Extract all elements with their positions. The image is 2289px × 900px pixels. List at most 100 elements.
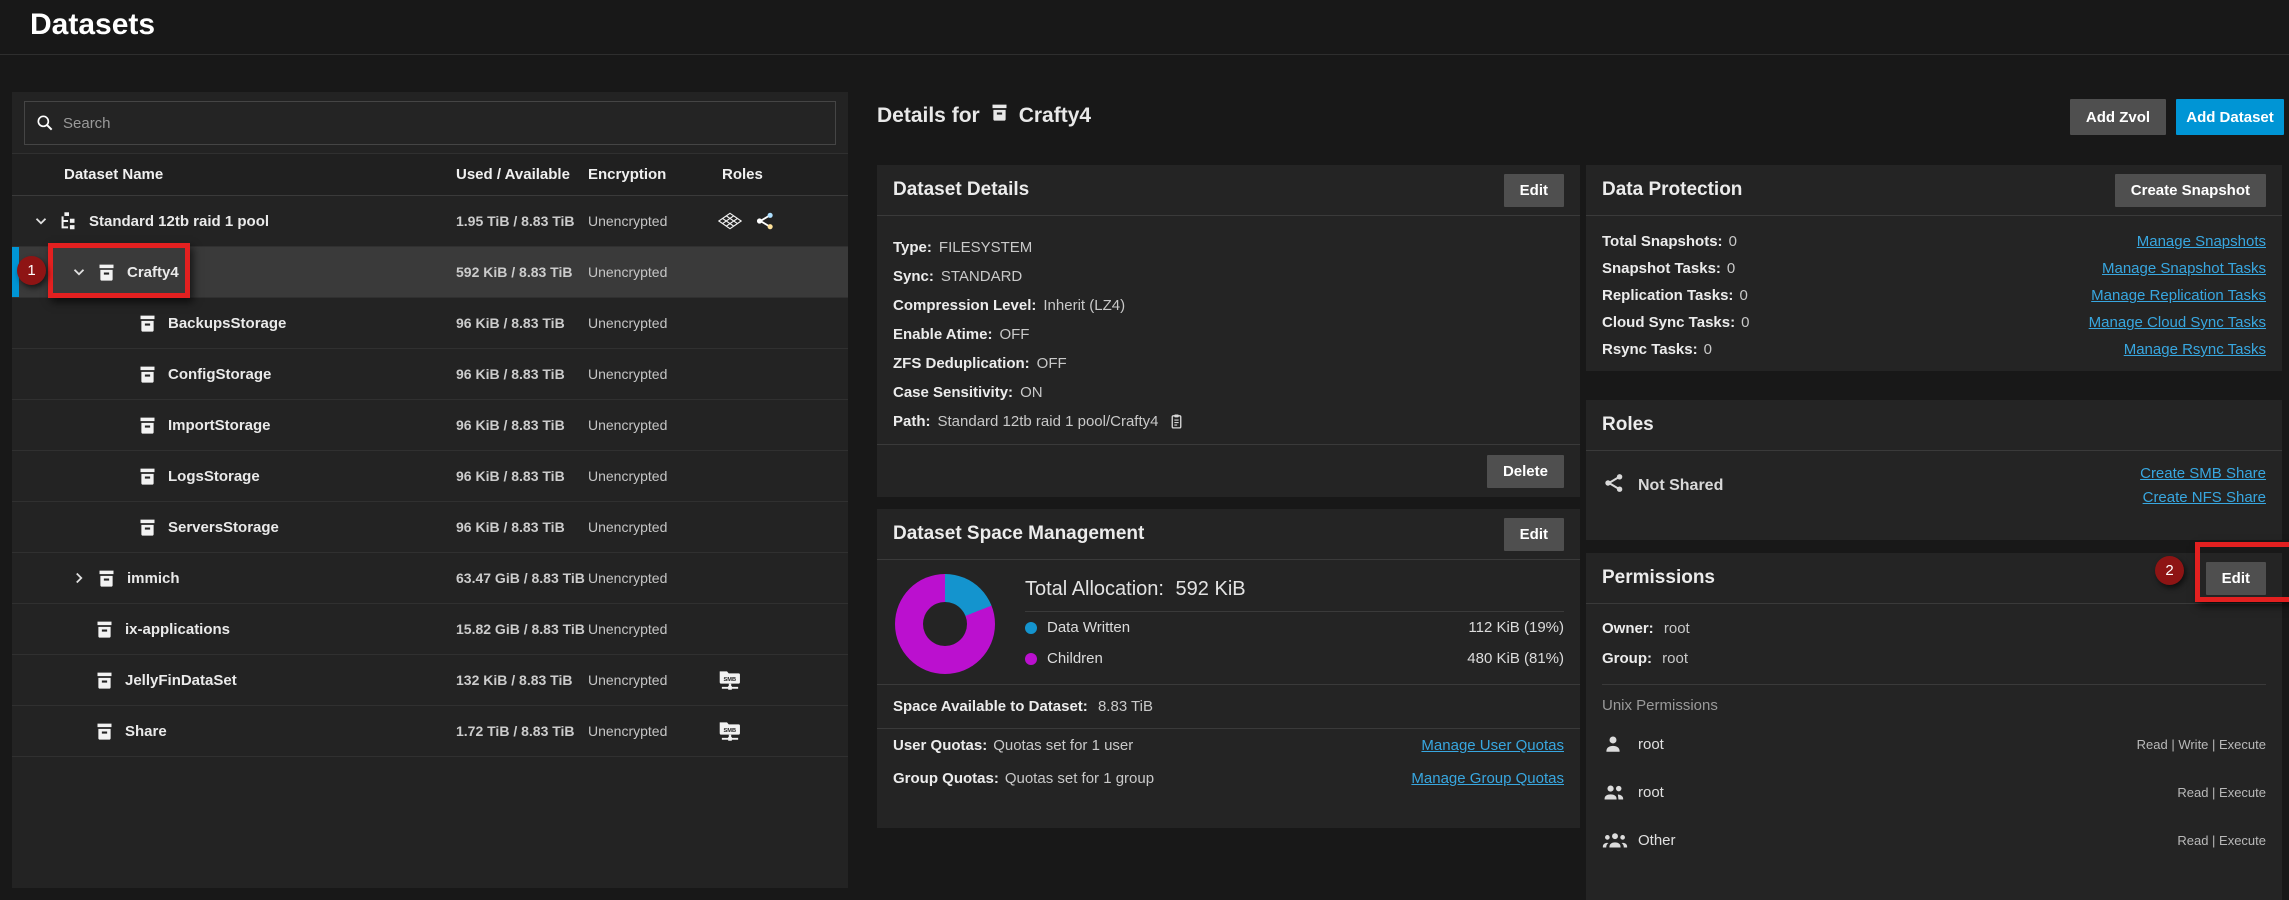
permission-entry-perms: Read | Execute: [2177, 784, 2266, 800]
used-available-value: 96 KiB / 8.83 TiB: [456, 468, 565, 484]
detail-field-value: STANDARD: [940, 268, 1023, 285]
chevron-right-icon[interactable]: [70, 569, 96, 587]
protection-manage-link[interactable]: Manage Snapshot Tasks: [2102, 260, 2266, 277]
roles-cell: SMB: [718, 719, 742, 743]
title-divider: [0, 54, 2289, 55]
tree-row-standard-12tb-raid-1-pool[interactable]: Standard 12tb raid 1 pool 1.95 TiB / 8.83…: [12, 196, 848, 247]
search-input[interactable]: [61, 113, 825, 133]
detail-field-value: ON: [1020, 384, 1043, 401]
protection-manage-link[interactable]: Manage Snapshots: [2136, 233, 2266, 250]
permissions-body: Owner: root Group: root Unix Permissions…: [1586, 604, 2282, 864]
detail-field-value: OFF: [1036, 355, 1067, 372]
detail-field-path: Path: Standard 12tb raid 1 pool/Crafty4: [893, 407, 1564, 436]
roles-cell: [718, 210, 776, 232]
total-allocation-value: 592 KiB: [1175, 578, 1246, 600]
quota-manage-link[interactable]: Manage User Quotas: [1421, 737, 1564, 754]
dataset-name-label: JellyFinDataSet: [125, 671, 237, 689]
encryption-value: Unencrypted: [588, 213, 668, 229]
dataset-details-fields: Type: FILESYSTEM Sync: STANDARD Compression …: [877, 216, 1580, 436]
detail-field-compression-level: Compression Level: Inherit (LZ4): [893, 291, 1564, 320]
roles-link-create-smb-share[interactable]: Create SMB Share: [2140, 465, 2266, 482]
protection-manage-link[interactable]: Manage Rsync Tasks: [2123, 341, 2266, 358]
protection-value: 0: [1741, 314, 1750, 331]
encryption-value: Unencrypted: [588, 264, 668, 280]
copy-path-icon[interactable]: [1168, 413, 1185, 430]
permissions-edit-button[interactable]: Edit: [2205, 561, 2266, 595]
space-management-edit-button[interactable]: Edit: [1503, 517, 1564, 551]
dataset-delete-button[interactable]: Delete: [1486, 454, 1564, 488]
dataset-name-label: Crafty4: [127, 263, 179, 281]
encryption-value: Unencrypted: [588, 723, 668, 739]
tree-row-ix-applications[interactable]: ix-applications 15.82 GiB / 8.83 TiB Unenc…: [12, 604, 848, 655]
detail-field-type: Type: FILESYSTEM: [893, 233, 1564, 262]
protection-manage-link[interactable]: Manage Replication Tasks: [2091, 287, 2266, 304]
protection-label: Total Snapshots:: [1602, 233, 1723, 250]
dataset-icon: [989, 102, 1010, 129]
dataset-icon: [94, 670, 116, 691]
dataset-name-label: BackupsStorage: [168, 314, 287, 332]
legend-value: 480 KiB (81%): [1467, 650, 1564, 667]
owner-value: root: [1663, 620, 1690, 637]
used-available-value: 96 KiB / 8.83 TiB: [456, 417, 565, 433]
encryption-value: Unencrypted: [588, 672, 668, 688]
protection-row-rsync-tasks: Rsync Tasks: 0 Manage Rsync Tasks: [1602, 336, 2266, 363]
space-divider-1: [877, 684, 1580, 685]
details-header-dataset-name: Crafty4: [1018, 103, 1092, 127]
roles-cell: SMB: [718, 668, 742, 692]
detail-field-zfs-deduplication: ZFS Deduplication: OFF: [893, 349, 1564, 378]
encryption-value: Unencrypted: [588, 315, 668, 331]
chevron-down-icon[interactable]: [32, 212, 58, 230]
space-summary: Total Allocation: 592 KiB Data Written 11…: [877, 560, 1580, 684]
detail-field-label: Sync:: [893, 268, 934, 285]
create-snapshot-button[interactable]: Create Snapshot: [2114, 173, 2266, 207]
legend-dot: [1025, 621, 1037, 634]
tree-row-immich[interactable]: immich 63.47 GiB / 8.83 TiB Unencrypted: [12, 553, 848, 604]
protection-row-total-snapshots: Total Snapshots: 0 Manage Snapshots: [1602, 228, 2266, 255]
dataset-details-edit-button[interactable]: Edit: [1503, 173, 1564, 207]
protection-row-snapshot-tasks: Snapshot Tasks: 0 Manage Snapshot Tasks: [1602, 255, 2266, 282]
person-icon: [1602, 733, 1628, 755]
protection-manage-link[interactable]: Manage Cloud Sync Tasks: [2088, 314, 2266, 331]
tree-row-share[interactable]: Share 1.72 TiB / 8.83 TiB Unencrypted SMB: [12, 706, 848, 757]
tree-row-backupsstorage[interactable]: BackupsStorage 96 KiB / 8.83 TiB Unencrypt…: [12, 298, 848, 349]
used-available-value: 1.95 TiB / 8.83 TiB: [456, 213, 575, 229]
detail-field-value: OFF: [999, 326, 1030, 343]
apps-icon: [718, 211, 742, 231]
tree-row-importstorage[interactable]: ImportStorage 96 KiB / 8.83 TiB Unencrypte…: [12, 400, 848, 451]
detail-field-label: Compression Level:: [893, 297, 1037, 314]
protection-value: 0: [1703, 341, 1712, 358]
quota-manage-link[interactable]: Manage Group Quotas: [1411, 770, 1564, 787]
chevron-down-icon[interactable]: [70, 263, 96, 281]
detail-field-case-sensitivity: Case Sensitivity: ON: [893, 378, 1564, 407]
details-header-prefix: Details for: [877, 103, 980, 127]
smb-share-icon: SMB: [718, 719, 742, 743]
dataset-icon: [96, 262, 118, 283]
permission-entry-name: Other: [1638, 831, 1676, 849]
dataset-name-label: ServersStorage: [168, 518, 279, 536]
space-available-label: Space Available to Dataset:: [893, 698, 1088, 715]
share-icon: [754, 210, 776, 232]
quota-label: User Quotas:: [893, 737, 988, 754]
dataset-name-label: ConfigStorage: [168, 365, 272, 383]
quota-label: Group Quotas:: [893, 770, 999, 787]
tree-row-serversstorage[interactable]: ServersStorage 96 KiB / 8.83 TiB Unencrypt…: [12, 502, 848, 553]
annotation-step-1-badge: 1: [17, 256, 46, 285]
tree-row-jellyfindataset[interactable]: JellyFinDataSet 132 KiB / 8.83 TiB Unencry…: [12, 655, 848, 706]
roles-link-create-nfs-share[interactable]: Create NFS Share: [2142, 489, 2266, 506]
total-allocation: Total Allocation: 592 KiB: [1025, 578, 1564, 611]
quota-row-user-quotas: User Quotas: Quotas set for 1 user Manage …: [877, 729, 1580, 762]
permissions-header: Permissions Edit: [1586, 553, 2282, 604]
add-zvol-button[interactable]: Add Zvol: [2070, 99, 2166, 135]
add-dataset-button[interactable]: Add Dataset: [2176, 99, 2284, 135]
tree-row-logsstorage[interactable]: LogsStorage 96 KiB / 8.83 TiB Unencrypted: [12, 451, 848, 502]
space-divider-2: [877, 728, 1580, 729]
protection-row-replication-tasks: Replication Tasks: 0 Manage Replication Ta…: [1602, 282, 2266, 309]
dataset-icon: [96, 568, 118, 589]
donut-legend: Data Written 112 KiB (19%) Children 480 KiB…: [1025, 612, 1564, 674]
search-box[interactable]: [24, 101, 836, 145]
roles-card: Roles Not Shared Create SMB Share Create …: [1586, 400, 2282, 540]
dataset-name-label: immich: [127, 569, 180, 587]
tree-row-configstorage[interactable]: ConfigStorage 96 KiB / 8.83 TiB Unencrypte…: [12, 349, 848, 400]
tree-row-crafty4[interactable]: Crafty4 592 KiB / 8.83 TiB Unencrypted: [12, 247, 848, 298]
